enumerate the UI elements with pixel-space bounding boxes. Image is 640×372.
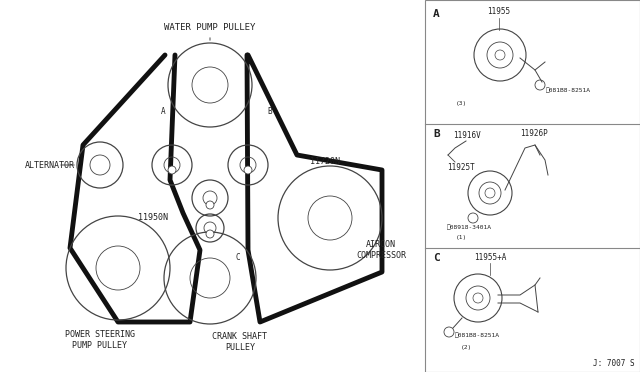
Circle shape xyxy=(206,201,214,209)
Text: 11955: 11955 xyxy=(488,7,511,16)
Circle shape xyxy=(206,230,214,238)
Text: AIRCON
COMPRESSOR: AIRCON COMPRESSOR xyxy=(356,240,406,260)
Text: CRANK SHAFT
PULLEY: CRANK SHAFT PULLEY xyxy=(212,332,268,352)
Text: 11950N: 11950N xyxy=(138,214,168,222)
Text: A: A xyxy=(433,9,440,19)
Text: 11720N: 11720N xyxy=(310,157,340,167)
Text: (3): (3) xyxy=(456,100,467,106)
Text: A: A xyxy=(161,108,165,116)
Text: B: B xyxy=(268,108,272,116)
Text: (1): (1) xyxy=(456,235,467,241)
Text: Ⓑ081B8-8251A: Ⓑ081B8-8251A xyxy=(455,332,500,338)
Text: ALTERNATOR: ALTERNATOR xyxy=(25,160,75,170)
Text: 11955+A: 11955+A xyxy=(474,253,506,263)
Text: 11916V: 11916V xyxy=(453,131,481,141)
Text: J: 7007 S: J: 7007 S xyxy=(593,359,635,369)
Text: 11926P: 11926P xyxy=(520,128,548,138)
Text: WATER PUMP PULLEY: WATER PUMP PULLEY xyxy=(164,23,256,32)
Text: POWER STEERING
PUMP PULLEY: POWER STEERING PUMP PULLEY xyxy=(65,330,135,350)
Text: C: C xyxy=(236,253,240,263)
Text: 11925T: 11925T xyxy=(447,164,475,173)
Text: Ⓚ08918-3401A: Ⓚ08918-3401A xyxy=(447,224,492,230)
Text: Ⓑ081B8-8251A: Ⓑ081B8-8251A xyxy=(546,87,591,93)
Text: (2): (2) xyxy=(461,344,472,350)
Bar xyxy=(425,0,640,372)
Circle shape xyxy=(244,166,252,174)
Circle shape xyxy=(168,166,176,174)
Text: B: B xyxy=(433,129,440,139)
Text: C: C xyxy=(433,253,440,263)
